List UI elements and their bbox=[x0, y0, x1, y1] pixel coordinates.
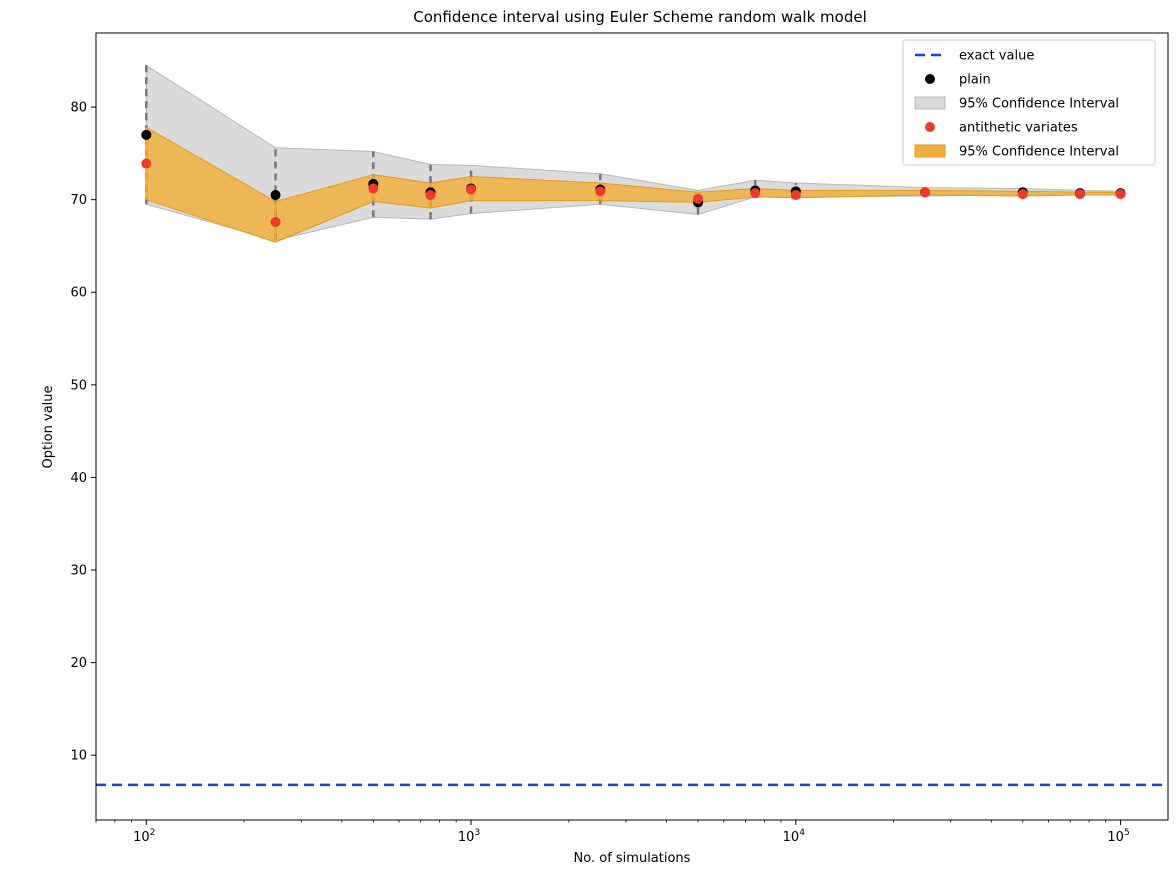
legend-entry-label: antithetic variates bbox=[959, 121, 1078, 136]
antithetic-point bbox=[595, 186, 606, 197]
y-axis-label: Option value bbox=[41, 385, 56, 468]
legend-marker-handle bbox=[925, 74, 935, 84]
antithetic-point bbox=[1017, 189, 1028, 200]
y-tick-label: 70 bbox=[70, 193, 87, 208]
legend-box bbox=[902, 39, 1156, 166]
antithetic-point bbox=[1074, 189, 1085, 200]
antithetic-point bbox=[425, 190, 436, 201]
y-tick-label: 10 bbox=[70, 749, 87, 764]
legend-entry-label: exact value bbox=[959, 49, 1034, 64]
legend-entry-label: 95% Confidence Interval bbox=[959, 97, 1119, 112]
legend-marker-handle bbox=[925, 122, 935, 132]
x-tick-label: 104 bbox=[783, 828, 806, 845]
x-tick-label: 105 bbox=[1107, 828, 1129, 845]
x-axis-label: No. of simulations bbox=[574, 851, 691, 866]
antithetic-point bbox=[466, 184, 477, 195]
axes: 10 20 30 40 50 60 70 80 102 103 104 105 bbox=[70, 101, 1129, 845]
legend-entry-label: 95% Confidence Interval bbox=[959, 145, 1119, 160]
y-tick-label: 50 bbox=[70, 378, 87, 393]
legend-band-handle bbox=[914, 96, 946, 110]
y-tick-label: 20 bbox=[70, 656, 87, 671]
plain-point bbox=[141, 129, 152, 140]
x-tick-label: 103 bbox=[458, 828, 480, 845]
y-tick-label: 40 bbox=[70, 471, 87, 486]
legend-entry-label: plain bbox=[959, 73, 991, 88]
antithetic-point bbox=[1115, 189, 1126, 200]
antithetic-point bbox=[141, 158, 152, 169]
antithetic-point bbox=[750, 188, 761, 199]
y-tick-label: 30 bbox=[70, 564, 87, 579]
legend-band-handle bbox=[914, 144, 946, 158]
antithetic-point bbox=[368, 183, 379, 194]
antithetic-point bbox=[920, 187, 931, 198]
plain-point bbox=[270, 190, 281, 201]
plot-area bbox=[96, 64, 1168, 787]
legend: exact value plain 95% Confidence Interval a… bbox=[902, 39, 1156, 166]
chart-title: Confidence interval using Euler Scheme r… bbox=[413, 8, 867, 26]
x-tick-label: 102 bbox=[133, 828, 155, 845]
antithetic-point bbox=[270, 216, 281, 227]
antithetic-point bbox=[790, 190, 801, 201]
y-tick-label: 80 bbox=[70, 101, 87, 116]
antithetic-point bbox=[693, 193, 704, 204]
plot-frame bbox=[95, 32, 1169, 821]
y-tick-label: 60 bbox=[70, 286, 87, 301]
